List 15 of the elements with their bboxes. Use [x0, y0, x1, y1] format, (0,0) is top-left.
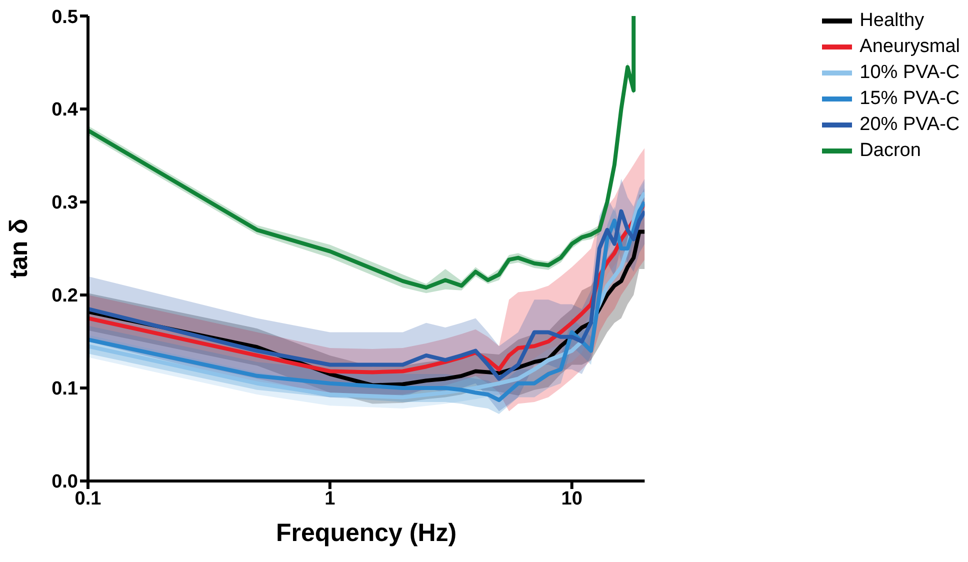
- x-axis-title: Frequency (Hz): [276, 519, 457, 547]
- legend-label: 15% PVA-C: [860, 88, 960, 110]
- legend-label: Dacron: [860, 140, 921, 162]
- y-axis-title: tan δ: [4, 218, 33, 278]
- legend-label: Aneurysmal: [860, 36, 960, 58]
- x-tick-label: 1: [324, 488, 336, 510]
- y-tick-label: 0.5: [52, 6, 78, 28]
- y-tick-label: 0.4: [52, 100, 78, 121]
- legend-label: 10% PVA-C: [860, 62, 960, 84]
- y-tick-label: 0.1: [52, 378, 78, 400]
- legend-label: 20% PVA-C: [860, 114, 960, 136]
- y-tick-label: 0.2: [52, 286, 78, 307]
- x-tick-label: 10: [561, 488, 582, 510]
- y-tick-label: 0.3: [52, 192, 78, 214]
- legend-label: Healthy: [860, 10, 924, 32]
